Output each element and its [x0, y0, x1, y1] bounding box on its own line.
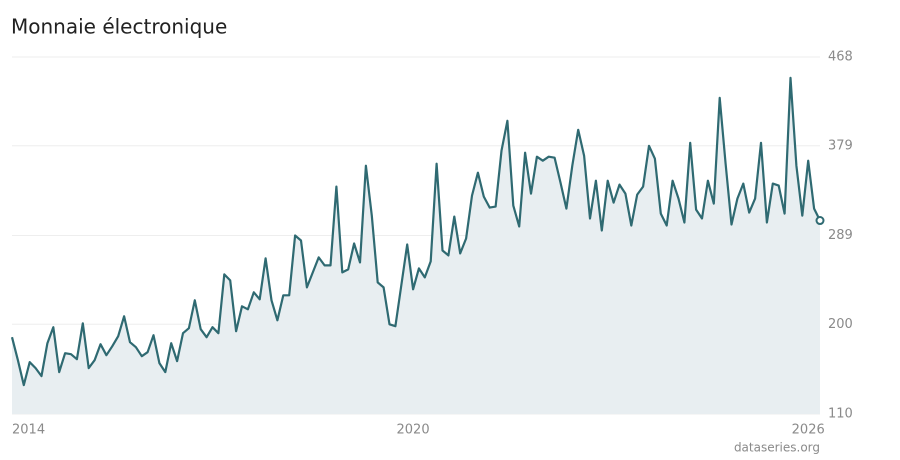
- end-point: [815, 216, 825, 226]
- line: [10, 76, 821, 387]
- area: [12, 77, 820, 415]
- y-tick-label: 200: [828, 317, 853, 332]
- x-tick-label: 2020: [397, 423, 430, 438]
- y-tick-label: 468: [828, 50, 853, 65]
- chart-title: Monnaie électronique: [11, 15, 227, 39]
- x-tick-label: 2026: [792, 423, 825, 438]
- y-tick-label: 379: [828, 138, 853, 153]
- x-tick-label: 2014: [12, 423, 45, 438]
- y-tick-label: 110: [828, 407, 853, 422]
- y-tick-label: 289: [828, 228, 853, 243]
- source: dataseries.org: [734, 441, 820, 455]
